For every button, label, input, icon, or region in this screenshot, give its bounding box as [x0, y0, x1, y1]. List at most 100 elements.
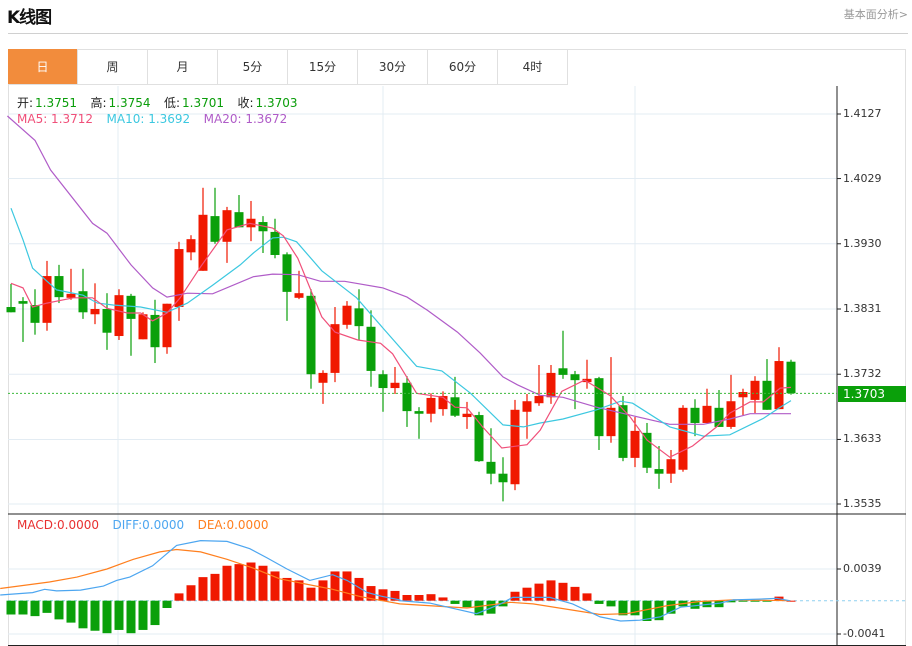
macd-bar [354, 577, 364, 601]
macd-bar [786, 600, 796, 602]
period-tabs: 日 周 月 5分 15分 30分 60分 4时 [8, 49, 568, 85]
candle-up [42, 276, 52, 323]
candle-up [390, 382, 400, 389]
macd-tick: 0.0039 [843, 562, 882, 575]
candle-down [234, 212, 244, 228]
macd-bar [318, 580, 328, 601]
candle-up [90, 309, 100, 315]
candle-down [642, 432, 652, 468]
macd-bar [402, 595, 412, 601]
price-tick: 1.3633 [843, 432, 882, 445]
macd-bar [450, 600, 460, 604]
candle-up [186, 239, 196, 253]
candle-up [726, 401, 736, 427]
candle-down [378, 374, 388, 389]
macd-bar [762, 600, 772, 602]
macd-bar [594, 600, 604, 604]
ohlc-legend: 开: 1.3751 高: 1.3754 低: 1.3701 收: 1.3703 [17, 94, 300, 111]
current-price-label: 1.3703 [838, 386, 906, 402]
macd-bar [522, 587, 532, 601]
candle-up [198, 214, 208, 271]
candle-up [738, 392, 748, 398]
macd-bar [246, 562, 256, 601]
macd-bar [294, 580, 304, 601]
macd-bar [654, 600, 664, 621]
candle-down [474, 415, 484, 462]
candle-up [318, 372, 328, 383]
header-divider [8, 33, 908, 34]
candle-down [150, 314, 160, 348]
tab-60min[interactable]: 60分 [428, 49, 498, 85]
fundamental-analysis-link[interactable]: 基本面分析> [843, 8, 908, 21]
macd-bar [18, 600, 28, 615]
candle-up [582, 378, 592, 383]
macd-bar [438, 597, 448, 601]
macd-bar [378, 589, 388, 601]
candle-down [618, 405, 628, 458]
close-value: 1.3703 [255, 96, 298, 110]
ma10-legend: MA10: 1.3692 [106, 112, 191, 126]
tab-day[interactable]: 日 [8, 49, 78, 85]
macd-bar [162, 600, 172, 608]
candle-down [30, 305, 40, 323]
ma5-legend: MA5: 1.3712 [17, 112, 94, 126]
tab-5min[interactable]: 5分 [218, 49, 288, 85]
candle-up [774, 361, 784, 410]
candle-down [18, 301, 28, 304]
candle-down [690, 407, 700, 423]
candle-down [6, 307, 16, 313]
candle-down [486, 461, 496, 474]
candle-up [438, 395, 448, 410]
tab-month[interactable]: 月 [148, 49, 218, 85]
macd-bar [534, 583, 544, 601]
macd-bar [90, 600, 100, 631]
macd-value: MACD:0.0000 [17, 518, 100, 532]
macd-bar [690, 600, 700, 609]
price-tick: 1.3930 [843, 237, 882, 250]
candle-down [714, 407, 724, 427]
candle-down [102, 309, 112, 333]
macd-bar [414, 595, 424, 601]
low-label: 低: [164, 96, 181, 110]
macd-bar [78, 600, 88, 629]
candle-down [786, 361, 796, 394]
candle-up [174, 249, 184, 308]
dea-value: DEA:0.0000 [197, 518, 269, 532]
candle-up [222, 210, 232, 242]
open-value: 1.3751 [35, 96, 78, 110]
candle-down [366, 326, 376, 371]
candle-up [462, 413, 472, 418]
macd-bar [66, 600, 76, 623]
candle-down [282, 254, 292, 292]
candle-up [246, 218, 256, 228]
tab-4hour[interactable]: 4时 [498, 49, 568, 85]
macd-bar [138, 600, 148, 630]
macd-bar [666, 600, 676, 614]
page-title: K线图 [7, 8, 52, 28]
macd-bar [714, 600, 724, 608]
candle-up [534, 395, 544, 404]
macd-bar [234, 564, 244, 601]
macd-bar [618, 600, 628, 616]
macd-bar [474, 600, 484, 616]
candle-up [426, 397, 436, 414]
macd-bar [102, 600, 112, 634]
macd-bar [570, 586, 580, 601]
macd-bar [306, 587, 316, 601]
low-value: 1.3701 [182, 96, 225, 110]
tab-15min[interactable]: 15分 [288, 49, 358, 85]
macd-bar [30, 600, 40, 617]
candle-up [606, 407, 616, 437]
macd-bar [390, 590, 400, 601]
diff-line [0, 539, 790, 622]
candle-up [702, 405, 712, 423]
candle-up [678, 407, 688, 470]
tab-week[interactable]: 周 [78, 49, 148, 85]
macd-bar [198, 577, 208, 601]
dea-line [0, 548, 790, 616]
candle-down [762, 380, 772, 410]
macd-bar [342, 571, 352, 601]
price-tick: 1.4127 [843, 107, 882, 120]
tab-30min[interactable]: 30分 [358, 49, 428, 85]
